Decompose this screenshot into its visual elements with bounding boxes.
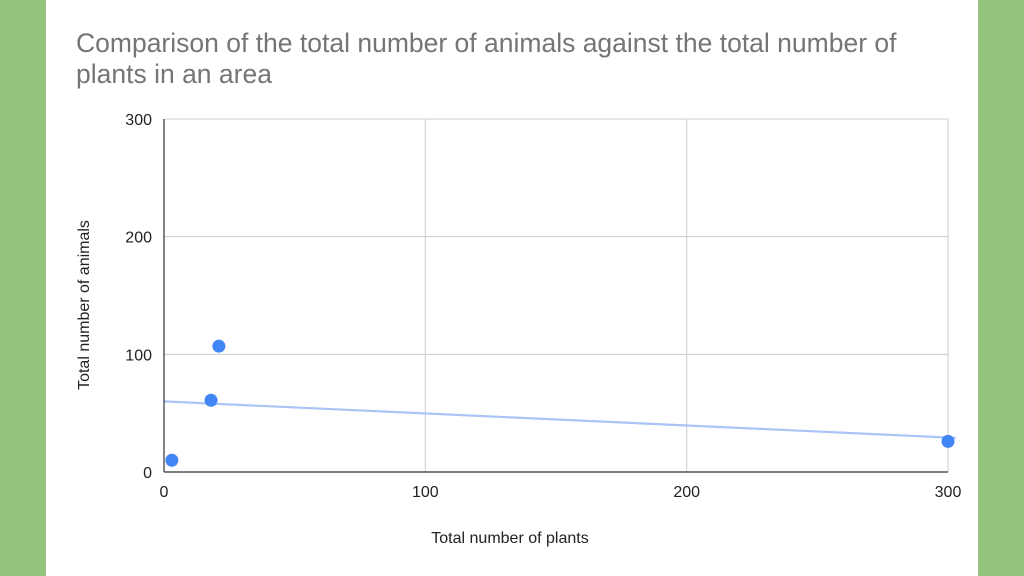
data-point-0-2 xyxy=(212,339,226,353)
trendline-layer xyxy=(163,400,956,439)
x-tick-label-1: 100 xyxy=(412,484,439,501)
scatter-chart: 0 100 200 300 0 100 200 300 Total number of pla… xyxy=(76,112,961,547)
data-point-0-1 xyxy=(204,393,218,407)
y-tick-label-1: 100 xyxy=(125,347,152,364)
x-tick-label-0: 0 xyxy=(160,484,169,501)
trendline xyxy=(163,400,956,439)
chart-title: Comparison of the total number of animal… xyxy=(76,28,897,89)
data-point-0-3 xyxy=(941,434,955,448)
y-axis-label: Total number of animals xyxy=(76,220,93,390)
tick-labels: 0 100 200 300 0 100 200 300 xyxy=(125,112,961,501)
slide: Comparison of the total number of animal… xyxy=(46,0,978,576)
x-tick-label-2: 200 xyxy=(673,484,700,501)
x-tick-label-3: 300 xyxy=(935,484,962,501)
y-tick-label-0: 0 xyxy=(143,465,152,482)
data-point-0-0 xyxy=(165,453,179,467)
x-axis-label: Total number of plants xyxy=(431,530,588,547)
y-tick-label-3: 300 xyxy=(125,112,152,129)
data-points xyxy=(165,339,955,467)
y-tick-label-2: 200 xyxy=(125,230,152,247)
axes xyxy=(163,119,948,473)
